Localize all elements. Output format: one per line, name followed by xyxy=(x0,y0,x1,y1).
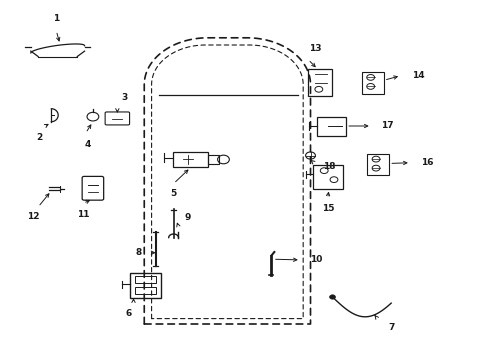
Text: 15: 15 xyxy=(322,204,334,213)
Text: 7: 7 xyxy=(388,323,394,332)
Circle shape xyxy=(329,295,335,299)
Text: 1: 1 xyxy=(53,14,59,23)
Text: 16: 16 xyxy=(421,158,433,167)
Text: 17: 17 xyxy=(381,122,393,130)
Bar xyxy=(307,69,331,96)
Text: 12: 12 xyxy=(27,212,40,221)
Bar xyxy=(207,155,218,164)
Text: 18: 18 xyxy=(322,162,335,171)
Bar xyxy=(366,154,388,175)
Bar xyxy=(316,117,346,136)
Bar xyxy=(361,72,383,94)
Text: 4: 4 xyxy=(84,140,91,149)
Text: 3: 3 xyxy=(121,93,127,102)
Bar xyxy=(130,273,161,298)
Text: 8: 8 xyxy=(135,248,142,257)
Text: 13: 13 xyxy=(308,44,321,53)
Bar xyxy=(135,276,156,283)
Bar xyxy=(313,165,342,189)
Bar xyxy=(135,287,156,294)
Text: 5: 5 xyxy=(170,189,176,198)
Text: 2: 2 xyxy=(36,133,42,142)
Text: 14: 14 xyxy=(411,71,424,80)
Text: 10: 10 xyxy=(309,256,321,264)
Bar xyxy=(172,152,207,167)
Text: 11: 11 xyxy=(77,210,89,219)
Text: 9: 9 xyxy=(184,213,190,222)
Text: 6: 6 xyxy=(125,309,131,318)
